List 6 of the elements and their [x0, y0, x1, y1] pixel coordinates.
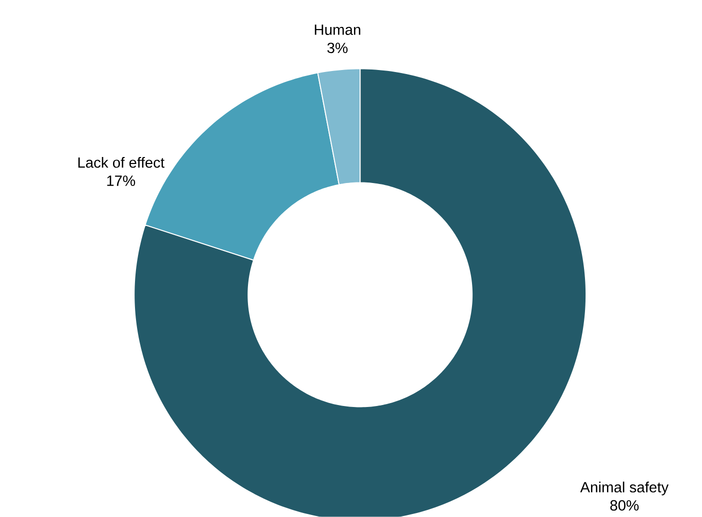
data-label: 3% — [327, 42, 348, 54]
data-label: 17% — [107, 176, 136, 186]
slice-label: Lack of effect — [78, 157, 164, 168]
slice-label: Animal safety — [580, 482, 669, 496]
slice-label: Human — [314, 24, 360, 36]
data-label: 80% — [610, 500, 639, 511]
